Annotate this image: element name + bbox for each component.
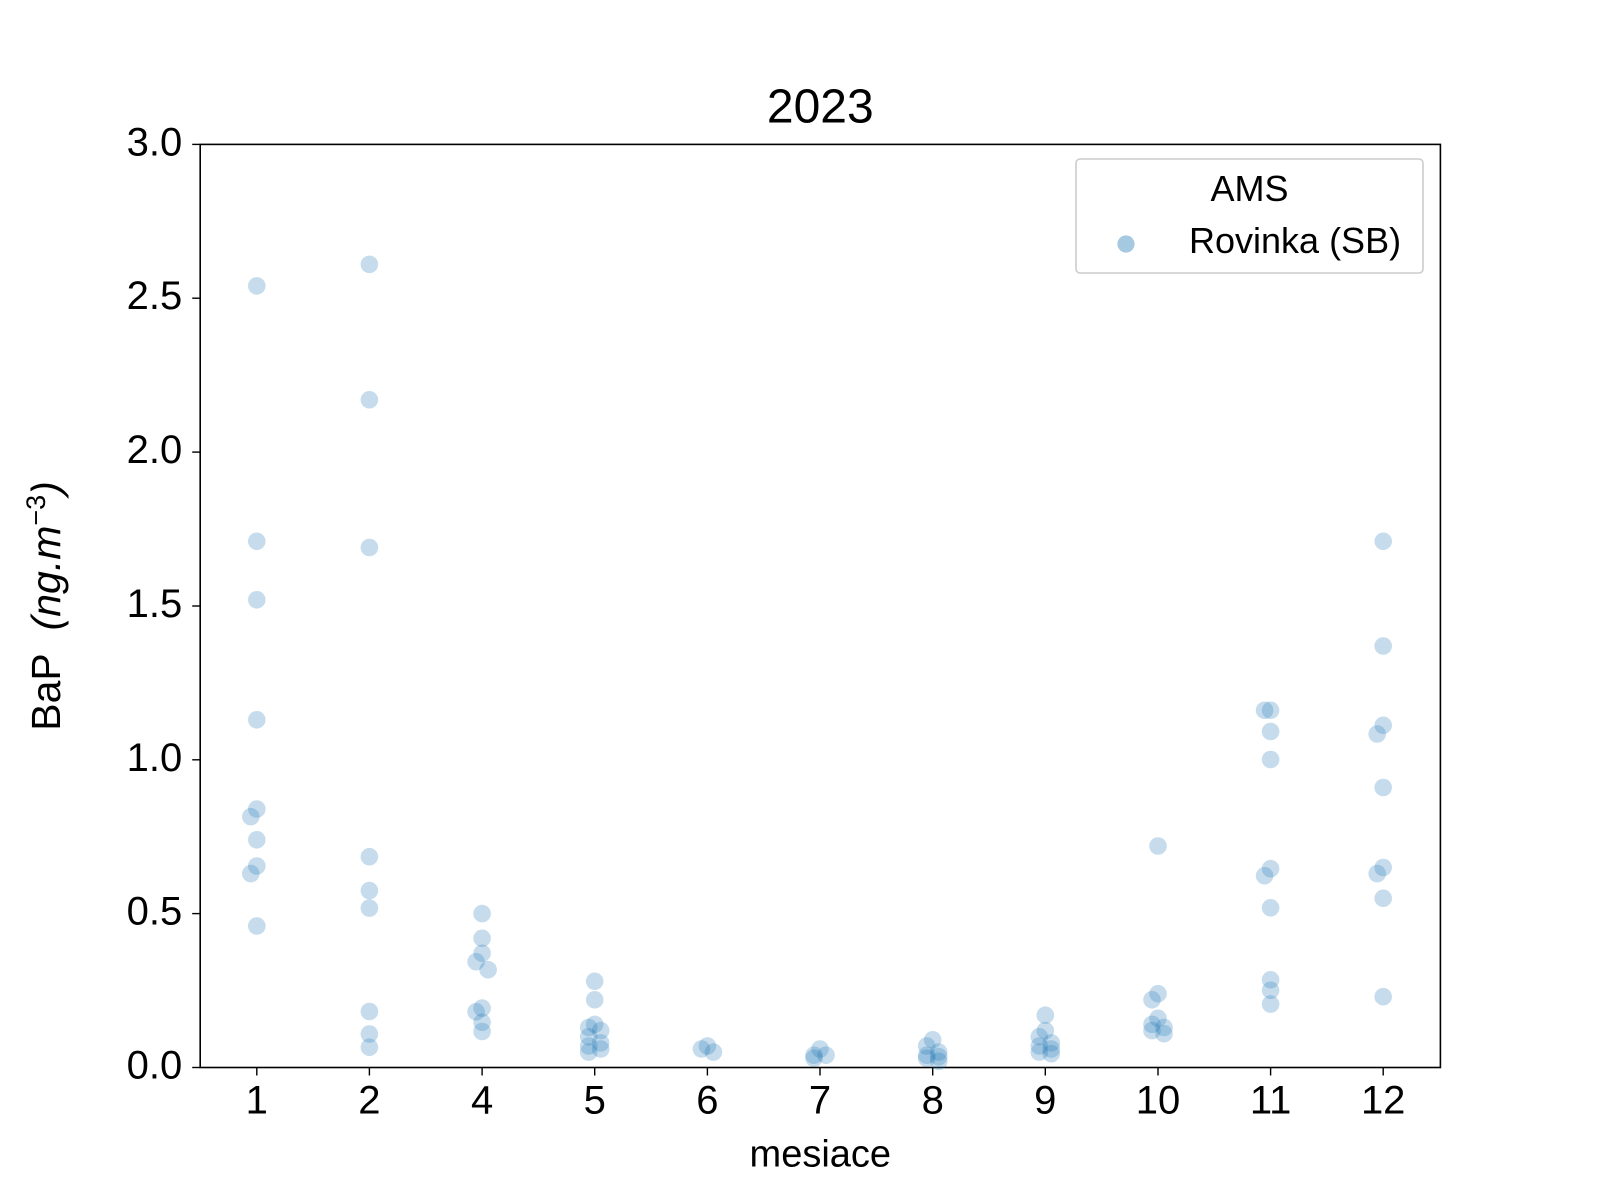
svg-text:0.0: 0.0: [127, 1044, 183, 1088]
svg-text:Rovinka (SB): Rovinka (SB): [1189, 220, 1401, 261]
svg-text:1: 1: [246, 1079, 268, 1123]
svg-text:2023: 2023: [767, 80, 874, 133]
svg-text:mesiace: mesiace: [750, 1134, 892, 1176]
svg-text:2.5: 2.5: [127, 274, 183, 318]
svg-text:12: 12: [1361, 1079, 1406, 1123]
svg-text:7: 7: [809, 1079, 831, 1123]
svg-text:11: 11: [1250, 1079, 1292, 1123]
svg-text:1.5: 1.5: [127, 582, 183, 626]
svg-text:9: 9: [1034, 1079, 1056, 1123]
svg-text:2: 2: [358, 1079, 380, 1123]
svg-text:8: 8: [922, 1079, 944, 1123]
svg-text:4: 4: [471, 1079, 493, 1123]
svg-text:2.0: 2.0: [127, 428, 183, 472]
svg-text:5: 5: [584, 1079, 606, 1123]
svg-text:AMS: AMS: [1210, 168, 1288, 209]
svg-text:0.5: 0.5: [127, 890, 183, 934]
svg-text:6: 6: [696, 1079, 718, 1123]
svg-text:10: 10: [1136, 1079, 1181, 1123]
svg-text:3.0: 3.0: [127, 120, 183, 164]
svg-text:1.0: 1.0: [127, 736, 183, 780]
